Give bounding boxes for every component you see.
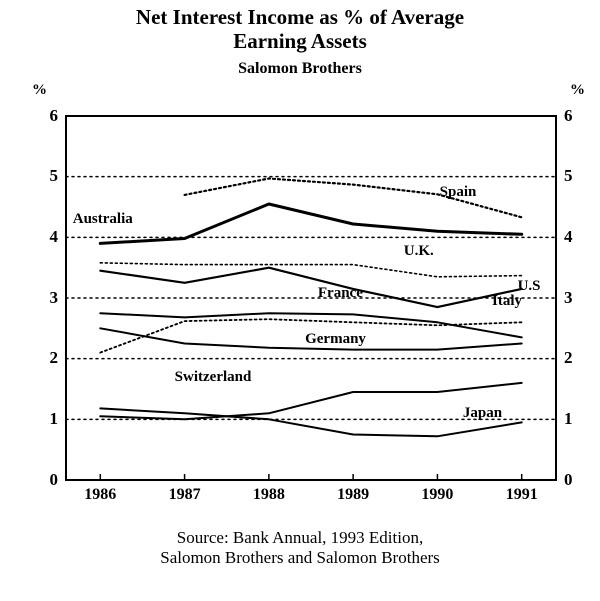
- series-japan: [100, 408, 521, 436]
- series-label-switzerland: Switzerland: [175, 369, 252, 386]
- y-tick-left: 6: [50, 106, 59, 126]
- y-tick-left: 0: [50, 470, 59, 490]
- series-label-spain: Spain: [440, 184, 477, 201]
- series-label-u-k-: U.K.: [404, 243, 434, 260]
- series-label-france: France: [318, 285, 363, 302]
- x-tick: 1991: [506, 486, 538, 504]
- y-tick-left: 3: [50, 288, 59, 308]
- x-tick: 1989: [337, 486, 369, 504]
- y-tick-right: 4: [564, 227, 573, 247]
- y-tick-right: 1: [564, 409, 573, 429]
- x-tick: 1986: [84, 486, 116, 504]
- y-tick-right: 6: [564, 106, 573, 126]
- series-label-italy: Italy: [492, 293, 522, 310]
- series-u-s: [100, 268, 521, 307]
- series-label-australia: Australia: [73, 211, 133, 228]
- y-tick-left: 2: [50, 348, 59, 368]
- y-tick-right: 3: [564, 288, 573, 308]
- source-line1: Source: Bank Annual, 1993 Edition,: [177, 528, 423, 547]
- x-tick: 1988: [253, 486, 285, 504]
- series-switzerland: [100, 383, 521, 419]
- source-line2: Salomon Brothers and Salomon Brothers: [160, 548, 440, 567]
- y-tick-left: 1: [50, 409, 59, 429]
- x-tick: 1987: [169, 486, 201, 504]
- series-label-japan: Japan: [463, 405, 502, 422]
- y-tick-right: 2: [564, 348, 573, 368]
- y-tick-left: 4: [50, 227, 59, 247]
- chart-source: Source: Bank Annual, 1993 Edition, Salom…: [0, 528, 600, 568]
- chart-container: Net Interest Income as % of Average Earn…: [0, 0, 600, 601]
- x-tick: 1990: [421, 486, 453, 504]
- y-tick-right: 0: [564, 470, 573, 490]
- series-u-k-: [100, 263, 521, 277]
- y-tick-right: 5: [564, 166, 573, 186]
- y-tick-left: 5: [50, 166, 59, 186]
- series-label-germany: Germany: [305, 331, 366, 348]
